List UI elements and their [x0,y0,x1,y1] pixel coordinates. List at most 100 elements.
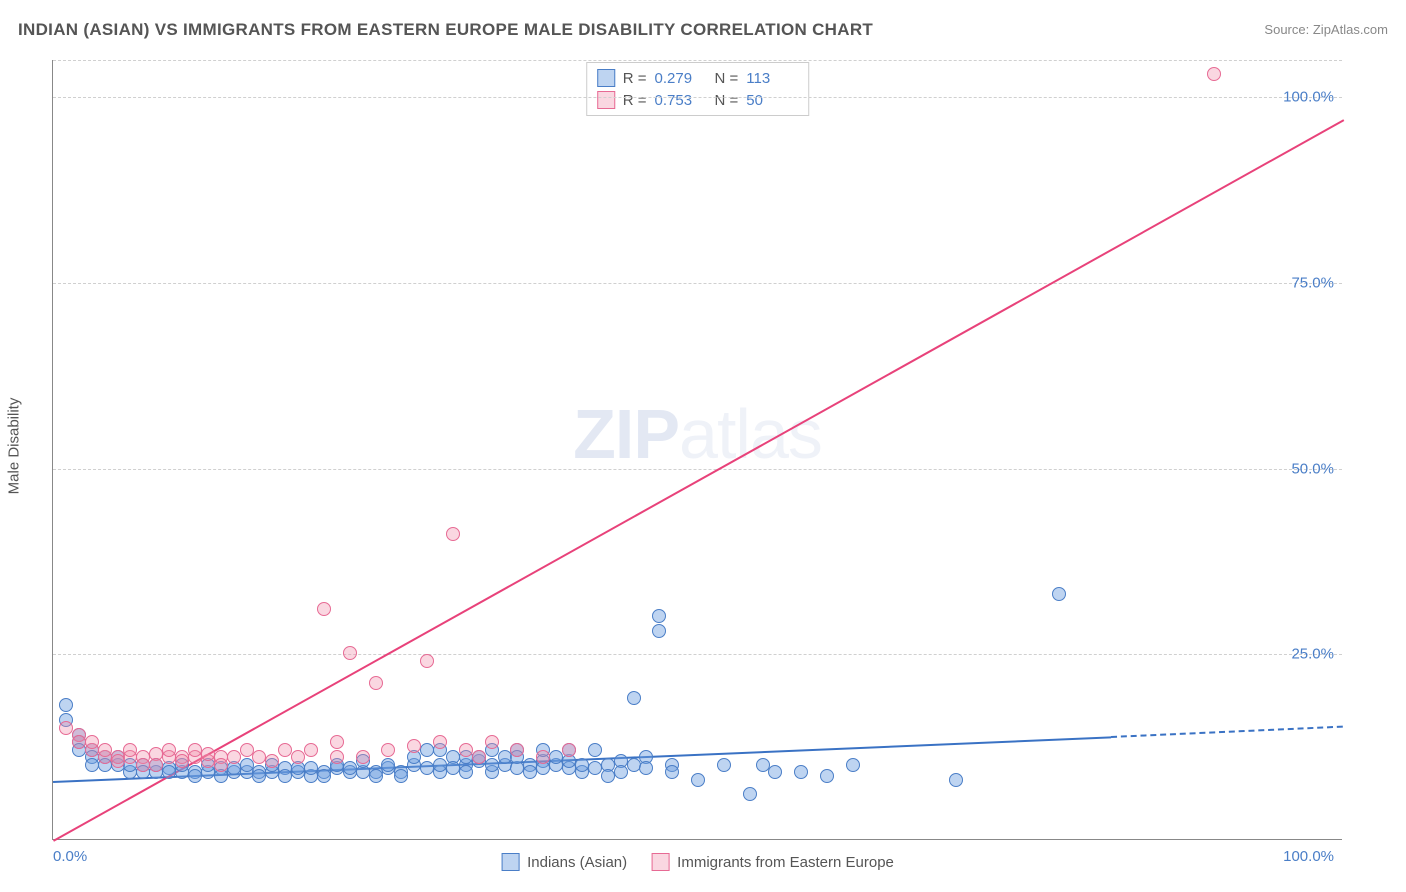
data-point [330,735,344,749]
chart-title: INDIAN (ASIAN) VS IMMIGRANTS FROM EASTER… [18,20,873,40]
data-point [1052,587,1066,601]
data-point [343,761,357,775]
data-point [485,735,499,749]
data-point [820,769,834,783]
data-point [652,609,666,623]
ytick-label: 50.0% [1291,460,1334,477]
data-point [639,761,653,775]
data-point [407,739,421,753]
data-point [420,654,434,668]
stats-row-blue: R = 0.279 N = 113 [597,67,799,89]
data-point [691,773,705,787]
swatch-blue [501,853,519,871]
data-point [136,758,150,772]
ytick-label: 100.0% [1283,89,1334,106]
y-axis-label: Male Disability [6,398,23,495]
data-point [240,758,254,772]
data-point [188,743,202,757]
data-point [549,750,563,764]
data-point [394,769,408,783]
xtick-label: 100.0% [1283,848,1334,865]
data-point [381,758,395,772]
data-point [652,624,666,638]
data-point [85,758,99,772]
gridline [53,469,1342,470]
data-point [433,735,447,749]
data-point [265,754,279,768]
stats-legend: R = 0.279 N = 113 R = 0.753 N = 50 [586,62,810,116]
data-point [433,758,447,772]
data-point [98,743,112,757]
data-point [227,750,241,764]
data-point [72,735,86,749]
data-point [614,765,628,779]
data-point [304,761,318,775]
data-point [343,646,357,660]
data-point [304,743,318,757]
data-point [601,769,615,783]
data-point [330,750,344,764]
data-point [472,750,486,764]
data-point [846,758,860,772]
data-point [446,527,460,541]
data-point [627,758,641,772]
legend-item-pink: Immigrants from Eastern Europe [651,853,894,871]
series-legend: Indians (Asian) Immigrants from Eastern … [501,853,894,871]
ytick-label: 25.0% [1291,646,1334,663]
data-point [317,769,331,783]
data-point [175,754,189,768]
legend-item-blue: Indians (Asian) [501,853,627,871]
data-point [510,743,524,757]
swatch-blue [597,69,615,87]
data-point [536,750,550,764]
source-link[interactable]: ZipAtlas.com [1313,22,1388,37]
data-point [420,743,434,757]
data-point [278,769,292,783]
trend-line [1111,726,1343,738]
data-point [588,743,602,757]
data-point [794,765,808,779]
source-label: Source: [1264,22,1309,37]
data-point [252,769,266,783]
data-point [162,743,176,757]
gridline [53,654,1342,655]
gridline [53,97,1342,98]
data-point [188,769,202,783]
data-point [111,754,125,768]
data-point [756,758,770,772]
data-point [420,761,434,775]
data-point [201,747,215,761]
swatch-pink [597,91,615,109]
data-point [446,761,460,775]
stats-row-pink: R = 0.753 N = 50 [597,89,799,111]
gridline [53,283,1342,284]
xtick-label: 0.0% [53,848,87,865]
data-point [369,769,383,783]
watermark: ZIPatlas [573,394,822,474]
data-point [214,758,228,772]
source-attribution: Source: ZipAtlas.com [1264,22,1388,37]
data-point [588,761,602,775]
data-point [85,735,99,749]
data-point [523,765,537,779]
data-point [59,698,73,712]
scatter-plot: ZIPatlas R = 0.279 N = 113 R = 0.753 N =… [52,60,1342,840]
data-point [768,765,782,779]
data-point [485,758,499,772]
data-point [162,765,176,779]
data-point [717,758,731,772]
ytick-label: 75.0% [1291,274,1334,291]
data-point [252,750,266,764]
data-point [665,765,679,779]
data-point [149,758,163,772]
data-point [627,691,641,705]
swatch-pink [651,853,669,871]
data-point [459,743,473,757]
data-point [949,773,963,787]
data-point [240,743,254,757]
data-point [291,750,305,764]
data-point [459,765,473,779]
data-point [1207,67,1221,81]
data-point [743,787,757,801]
data-point [123,743,137,757]
